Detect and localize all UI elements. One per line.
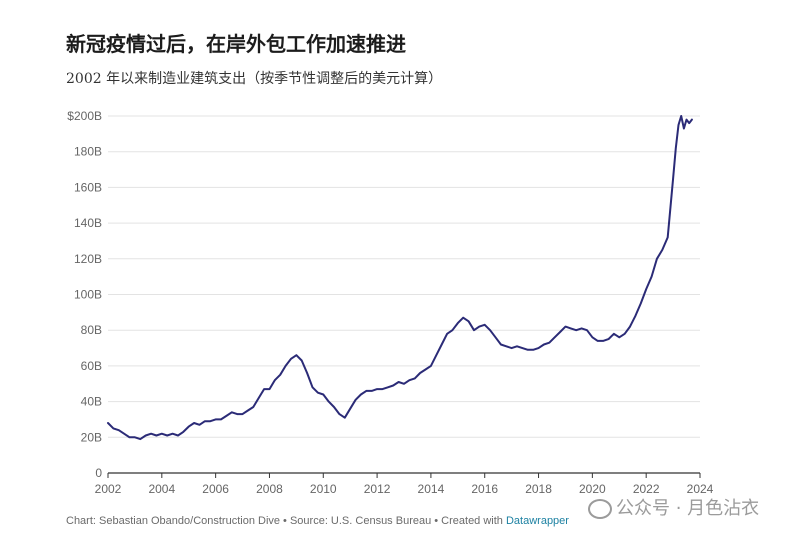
y-tick-label: 180B bbox=[74, 145, 102, 159]
x-tick-label: 2012 bbox=[364, 482, 391, 496]
y-tick-label: $200B bbox=[67, 109, 102, 123]
y-tick-label: 140B bbox=[74, 216, 102, 230]
x-tick-label: 2018 bbox=[525, 482, 552, 496]
series-line bbox=[107, 115, 693, 441]
y-tick-label: 120B bbox=[74, 252, 102, 266]
x-tick-label: 2014 bbox=[418, 482, 445, 496]
y-axis-ticks: 0 20B 40B 60B 80B 100B 120B 140B 160B 180B $200B bbox=[67, 109, 102, 480]
series-layer bbox=[107, 115, 693, 441]
x-axis-ticks: 2002 2004 2006 2008 2010 2012 2014 2016 2018 2020… bbox=[95, 473, 714, 496]
footer-credit: Chart: Sebastian Obando/Construction Div… bbox=[66, 515, 506, 527]
x-tick-label: 2016 bbox=[471, 482, 498, 496]
grid-lines bbox=[108, 115, 700, 474]
chart-footer: Chart: Sebastian Obando/Construction Div… bbox=[66, 515, 569, 527]
y-tick-label: 160B bbox=[74, 180, 102, 194]
y-tick-label: 40B bbox=[81, 395, 102, 409]
x-tick-label: 2002 bbox=[95, 482, 122, 496]
y-tick-label: 100B bbox=[74, 288, 102, 302]
x-tick-label: 2008 bbox=[256, 482, 283, 496]
y-tick-label: 80B bbox=[81, 323, 102, 337]
chart-subtitle: 2002 年以来制造业建筑支出（按季节性调整后的美元计算） bbox=[66, 71, 443, 87]
x-tick-label: 2010 bbox=[310, 482, 337, 496]
x-tick-label: 2020 bbox=[579, 482, 606, 496]
y-tick-label: 0 bbox=[95, 466, 102, 480]
x-tick-label: 2006 bbox=[202, 482, 229, 496]
watermark-text: 公众号 · 月色沾衣 bbox=[616, 498, 760, 519]
x-tick-label: 2022 bbox=[633, 482, 660, 496]
wechat-icon bbox=[588, 499, 612, 519]
y-tick-label: 20B bbox=[81, 430, 102, 444]
watermark: 公众号 · 月色沾衣 bbox=[588, 494, 759, 520]
datawrapper-link[interactable]: Datawrapper bbox=[505, 515, 569, 527]
x-tick-label: 2004 bbox=[148, 482, 175, 496]
chart-title: 新冠疫情过后，在岸外包工作加速推进 bbox=[66, 32, 406, 56]
x-tick-label: 2024 bbox=[687, 482, 714, 496]
y-tick-label: 60B bbox=[81, 359, 102, 373]
